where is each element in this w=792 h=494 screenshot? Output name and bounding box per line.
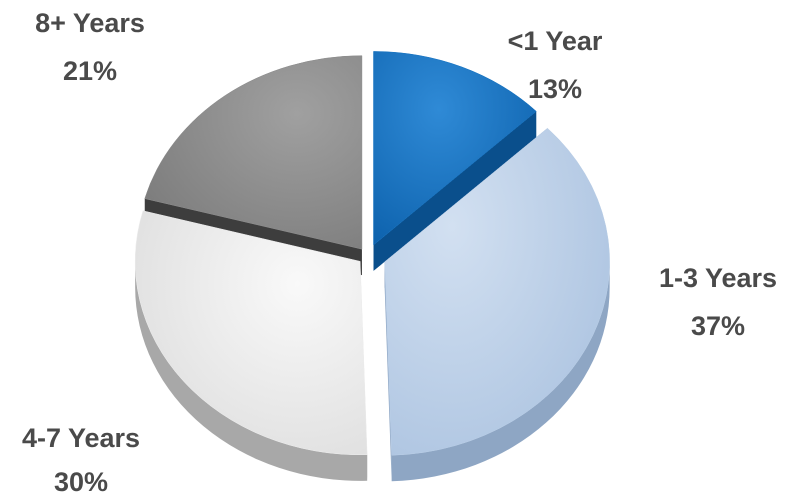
slice-label-4-7-years: 4-7 Years 30% (22, 423, 140, 494)
value-label-lt1-year: 13% (528, 74, 582, 104)
pie-slices (135, 51, 610, 455)
category-label-1-3-years: 1-3 Years (659, 263, 777, 293)
value-label-1-3-years: 37% (691, 311, 745, 341)
value-label-8plus-years: 21% (63, 56, 117, 86)
category-label-lt1-year: <1 Year (508, 26, 603, 56)
category-label-4-7-years: 4-7 Years (22, 423, 140, 453)
value-label-4-7-years: 30% (54, 467, 108, 494)
slice-label-8plus-years: 8+ Years 21% (35, 8, 145, 86)
slice-label-1-3-years: 1-3 Years 37% (659, 263, 777, 341)
slice-label-lt1-year: <1 Year 13% (508, 26, 603, 104)
category-label-8plus-years: 8+ Years (35, 8, 145, 38)
